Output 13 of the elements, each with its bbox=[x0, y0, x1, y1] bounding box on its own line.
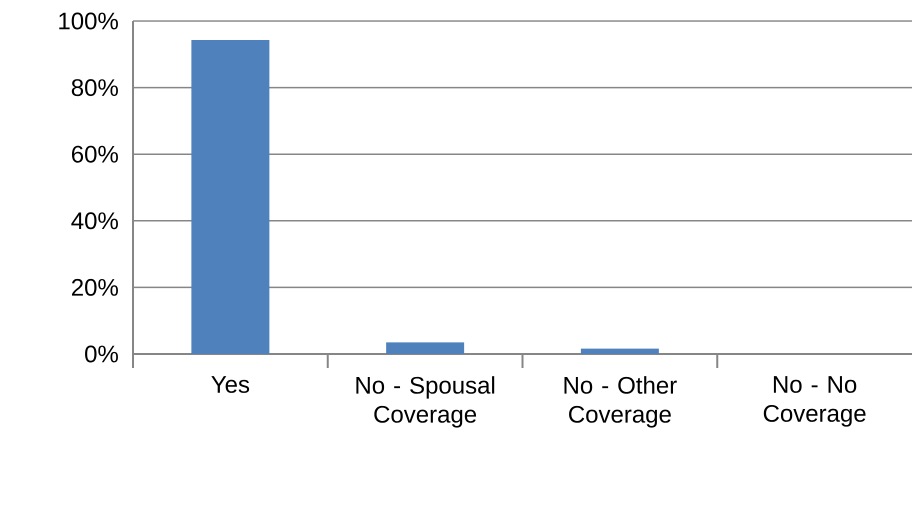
y-tick-label: 100% bbox=[59, 12, 118, 30]
y-tick-label: 40% bbox=[71, 212, 118, 230]
x-tick-label: No - Spousal Coverage bbox=[356, 376, 494, 428]
x-tick-label: No - Other Coverage bbox=[564, 376, 677, 428]
bar bbox=[191, 40, 270, 354]
y-tick-label: 60% bbox=[72, 146, 118, 163]
bar bbox=[580, 348, 659, 354]
x-tick-label: Yes bbox=[211, 376, 250, 393]
bar bbox=[386, 342, 464, 354]
y-tick-label: 0% bbox=[85, 346, 118, 362]
x-tick-label: No - No Coverage bbox=[764, 376, 866, 427]
y-tick-label: 20% bbox=[72, 278, 118, 296]
y-tick-label: 80% bbox=[72, 79, 118, 96]
